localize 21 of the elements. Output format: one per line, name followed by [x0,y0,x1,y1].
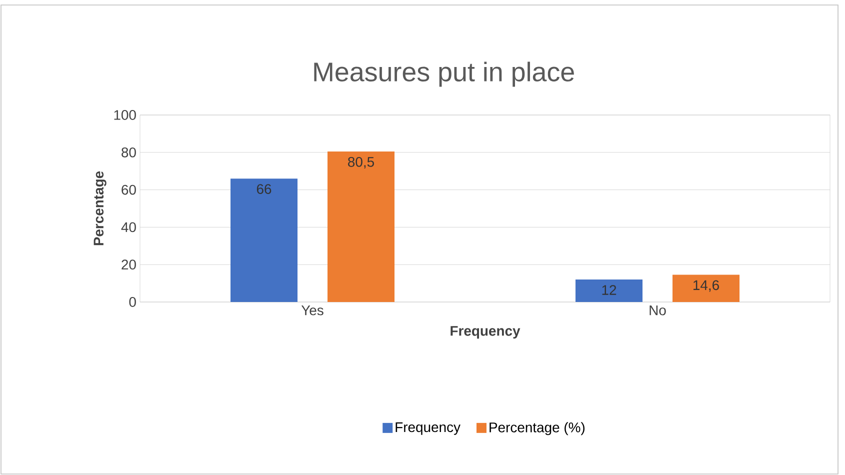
x-tick-label: Yes [301,306,324,316]
y-tick-label: 20 [122,260,136,270]
bar [230,178,298,302]
chart-title: Measures put in place [314,62,574,87]
x-tick-label: No [650,306,666,316]
y-tick-label: 100 [114,110,136,120]
bar [576,280,643,302]
data-label: 80,5 [348,156,374,169]
legend-label: Frequency [396,422,460,435]
y-tick-label: 80 [122,147,136,158]
data-label: 12 [602,285,616,295]
bar [328,151,395,302]
legend-label: Percentage (%) [490,422,585,436]
data-label: 66 [256,184,272,194]
y-tick-label: 60 [122,184,136,195]
y-tick-label: 0 [129,297,136,307]
bar [672,274,740,302]
x-axis-title: Frequency [450,326,520,339]
data-label: 14,6 [693,280,719,292]
y-axis-title: Percentage [94,171,106,246]
y-tick-label: 40 [121,222,136,232]
